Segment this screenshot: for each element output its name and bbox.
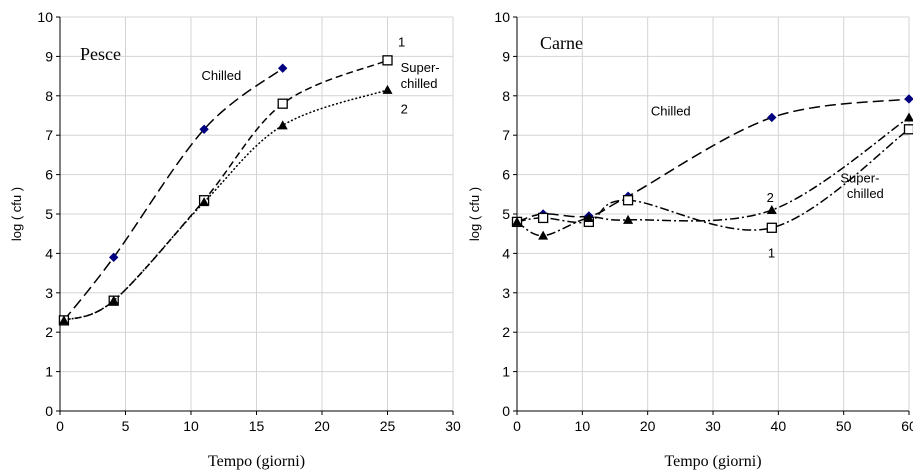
chart-panel-2: 0 1 2 3 4 5 6 7 8 9 10 0 10 20 30 40 50 60 Tempo (giorni) l… (467, 9, 913, 470)
annotation-label: Super- (840, 170, 879, 185)
y-tick-label: 7 (502, 127, 510, 143)
data-point (766, 222, 777, 233)
y-axis-label: log ( cfu ) (467, 187, 482, 241)
data-point (58, 315, 69, 325)
data-point (382, 55, 393, 66)
x-tick-label: 15 (249, 418, 265, 434)
data-point (512, 216, 522, 226)
y-tick-label: 1 (45, 364, 53, 380)
series-superchilled-2 (58, 84, 393, 325)
y-tick-label: 0 (45, 403, 53, 419)
x-tick-label: 20 (640, 418, 656, 434)
data-point (108, 295, 119, 305)
y-tick-label: 0 (502, 403, 510, 419)
series-line (63, 59, 388, 322)
annotation-label: Super- (401, 60, 440, 75)
data-point (766, 205, 777, 215)
panel-title: Carne (540, 33, 583, 53)
series-line (63, 67, 284, 321)
x-tick-label: 20 (314, 418, 330, 434)
annotation-label: 1 (398, 35, 405, 50)
y-axis-label: log ( cfu ) (9, 187, 24, 241)
series-line (63, 89, 388, 322)
data-point (904, 112, 913, 122)
y-tick-label: 10 (494, 9, 510, 25)
y-tick-label: 9 (502, 48, 510, 64)
grid (516, 16, 910, 412)
x-tick-label: 30 (445, 418, 461, 434)
x-tick-label: 0 (56, 418, 64, 434)
annotation-label: 1 (768, 245, 775, 260)
y-tick-label: 8 (45, 88, 53, 104)
y-tick-label: 7 (45, 127, 53, 143)
data-point (277, 63, 288, 73)
y-tick-label: 3 (45, 285, 53, 301)
y-tick-label: 4 (502, 245, 510, 261)
y-tick-label: 6 (45, 167, 53, 183)
x-tick-label: 60 (901, 418, 913, 434)
y-tick-label: 2 (502, 324, 510, 340)
data-point (277, 120, 288, 130)
data-point (623, 214, 634, 224)
data-point (277, 98, 288, 109)
data-point (199, 197, 210, 207)
data-point (622, 195, 634, 206)
data-point (199, 124, 209, 134)
annotation-label: 2 (401, 102, 408, 117)
annotation-label: Chilled (201, 68, 241, 83)
x-axis-label: Tempo (giorni) (664, 453, 761, 470)
x-tick-label: 40 (771, 418, 787, 434)
y-tick-label: 1 (502, 364, 510, 380)
annotation-label: chilled (847, 186, 884, 201)
data-point (538, 230, 549, 240)
series-superchilled-2 (512, 112, 913, 240)
x-tick-label: 50 (836, 418, 852, 434)
y-tick-label: 9 (45, 48, 53, 64)
panel-title: Pesce (80, 44, 121, 64)
x-tick-label: 30 (705, 418, 721, 434)
x-tick-label: 10 (575, 418, 591, 434)
y-tick-label: 2 (45, 324, 53, 340)
y-tick-label: 6 (502, 167, 510, 183)
data-point (904, 94, 913, 104)
grid (59, 16, 454, 412)
annotation-label: 2 (767, 190, 774, 205)
y-tick-label: 3 (502, 285, 510, 301)
data-point (583, 212, 594, 222)
chart-panel-1: 0 1 2 3 4 5 6 7 8 9 10 0 5 10 15 20 25 30 Tempo (giorni) lo… (9, 9, 461, 470)
y-tick-label: 5 (45, 206, 53, 222)
y-tick-label: 5 (502, 206, 510, 222)
x-tick-label: 10 (183, 418, 199, 434)
annotation-label: chilled (401, 76, 438, 91)
y-tick-label: 8 (502, 88, 510, 104)
data-point (767, 112, 777, 123)
data-point (537, 212, 549, 224)
y-tick-label: 10 (37, 9, 53, 25)
x-tick-label: 0 (513, 418, 521, 434)
data-point (903, 124, 913, 135)
data-point (109, 252, 119, 263)
x-tick-label: 25 (380, 418, 396, 434)
data-point (382, 84, 393, 94)
annotation-label: Chilled (651, 104, 691, 119)
series-chilled (59, 63, 288, 326)
x-tick-label: 5 (122, 418, 130, 434)
y-tick-label: 4 (45, 245, 53, 261)
x-axis-label: Tempo (giorni) (208, 453, 305, 470)
